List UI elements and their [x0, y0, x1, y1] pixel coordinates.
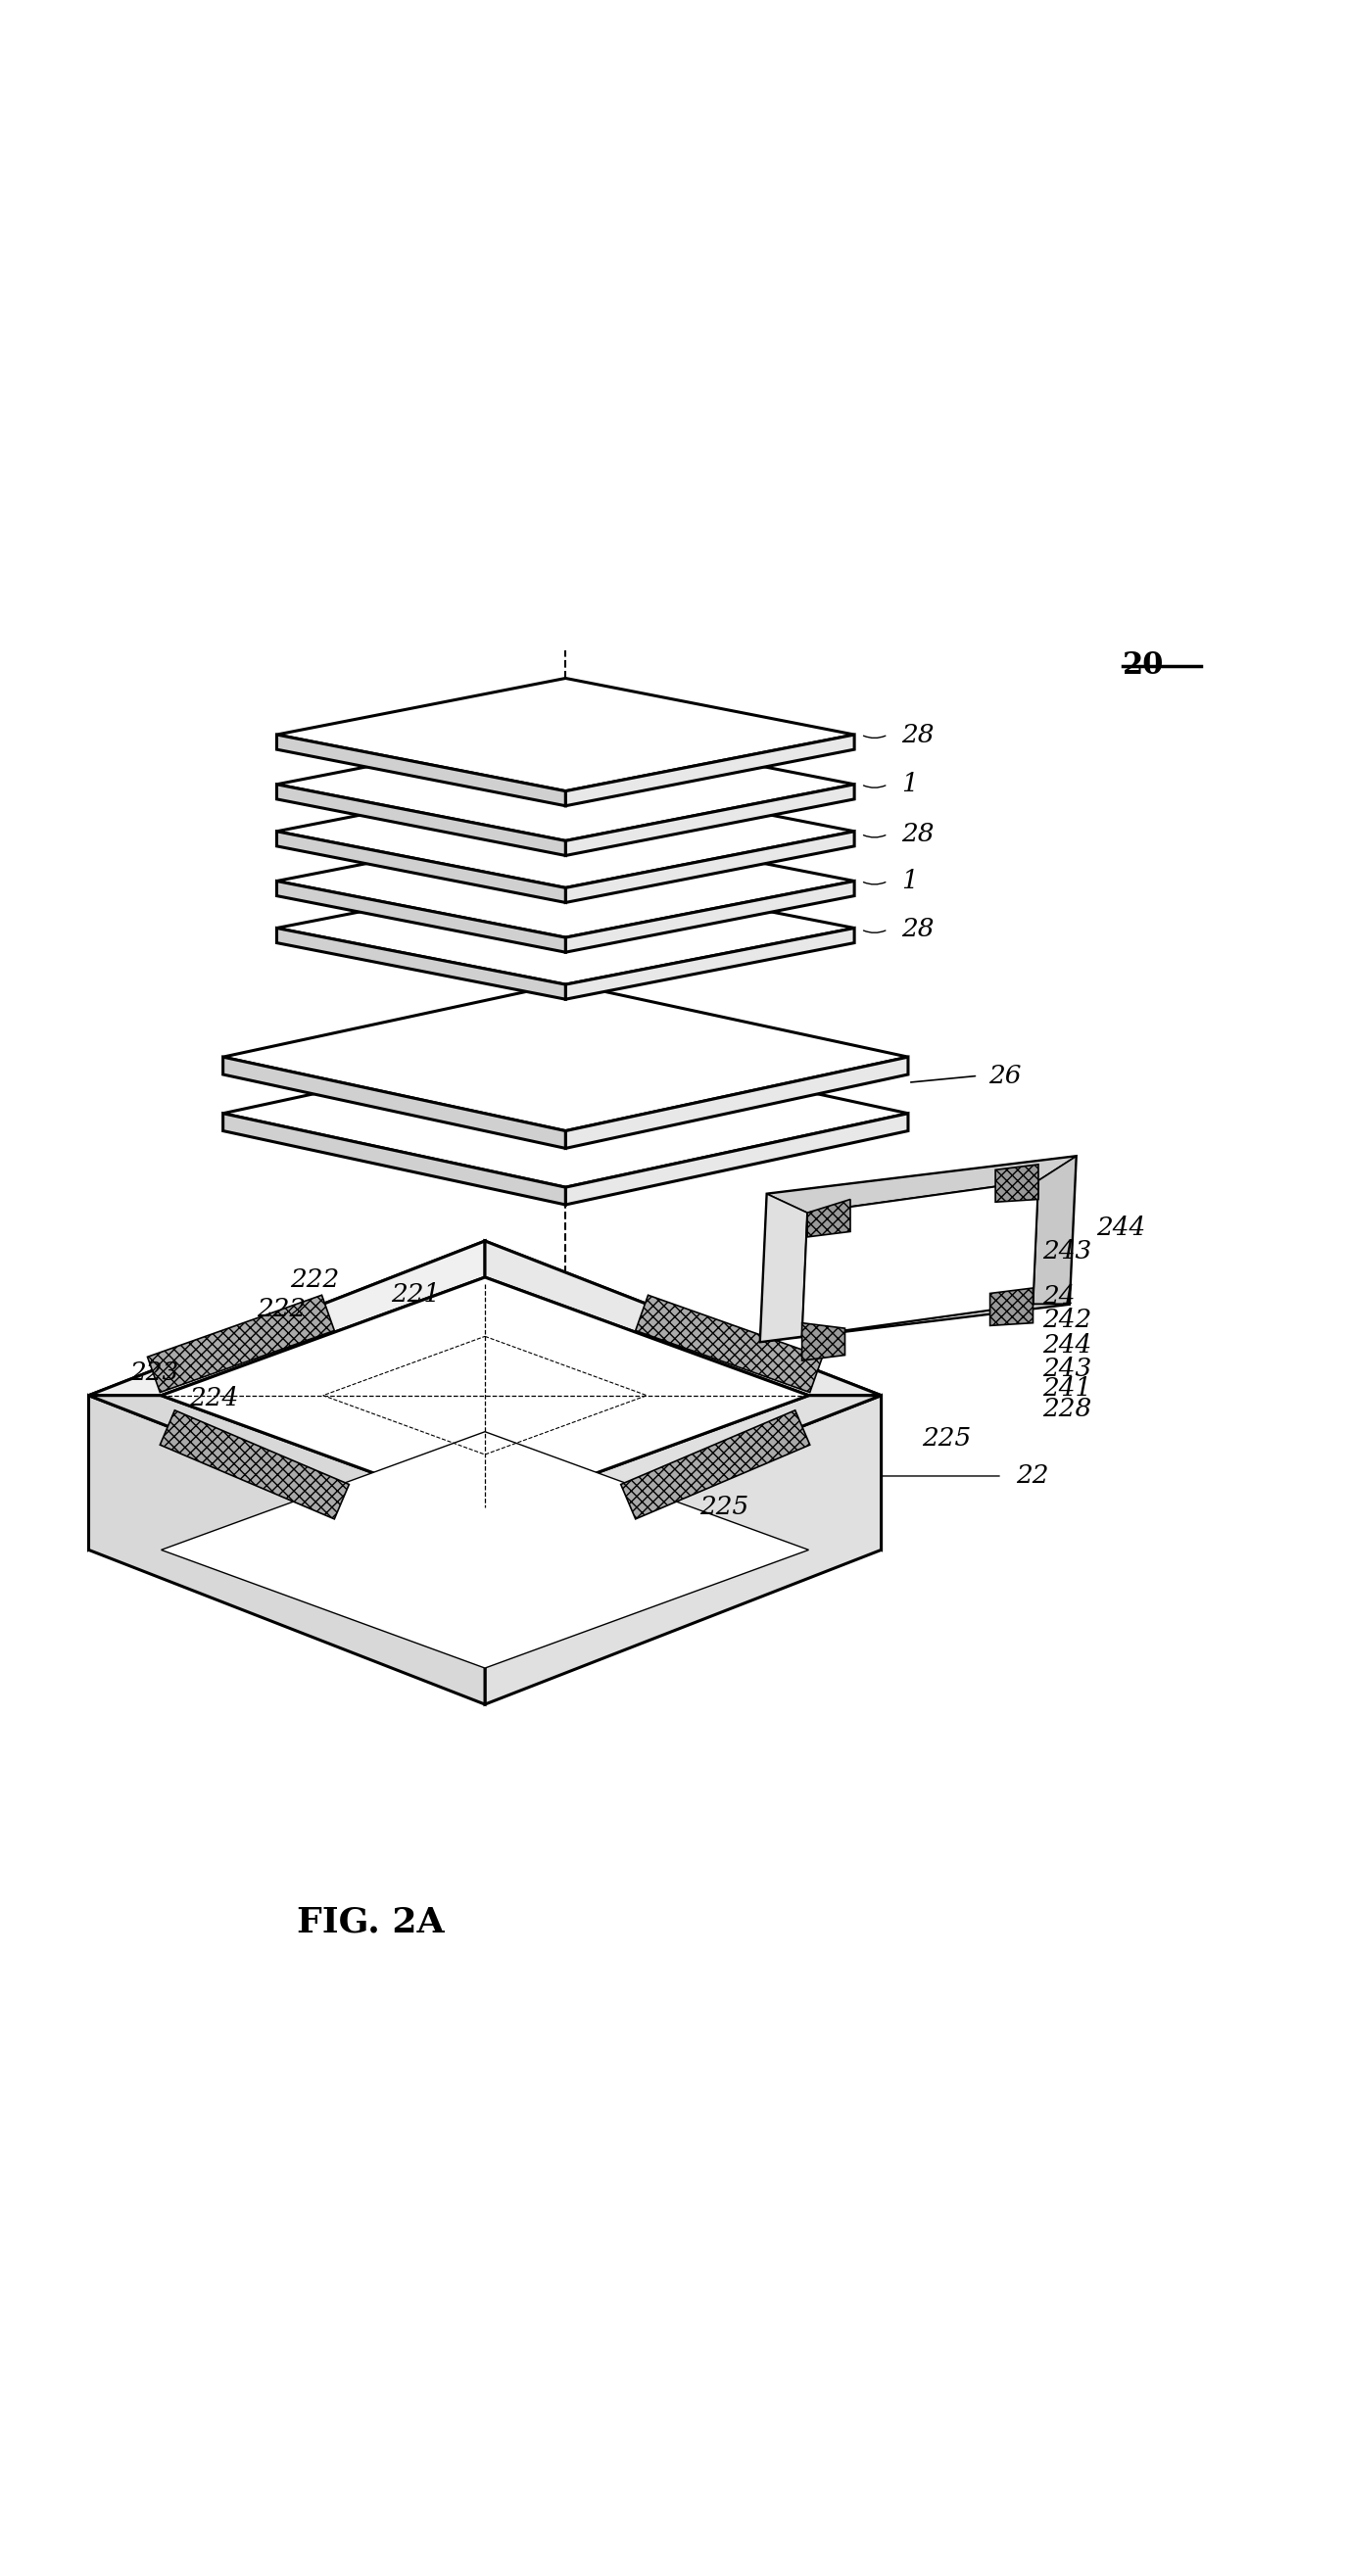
- Text: 28: 28: [902, 721, 934, 747]
- Text: 241: 241: [1042, 1376, 1092, 1401]
- Polygon shape: [89, 1396, 485, 1705]
- Polygon shape: [277, 783, 565, 855]
- Text: 224: 224: [190, 1386, 238, 1412]
- Text: 244: 244: [1096, 1216, 1145, 1239]
- Polygon shape: [160, 1409, 349, 1520]
- Text: 28: 28: [902, 822, 934, 848]
- Polygon shape: [277, 927, 565, 999]
- Polygon shape: [996, 1164, 1038, 1203]
- Text: 222: 222: [291, 1267, 339, 1293]
- Polygon shape: [485, 1242, 882, 1551]
- Text: 22: 22: [1015, 1463, 1049, 1489]
- Text: FIG. 2A: FIG. 2A: [297, 1906, 444, 1940]
- Text: 222: 222: [257, 1298, 306, 1321]
- Polygon shape: [277, 881, 565, 953]
- Polygon shape: [485, 1396, 882, 1551]
- Text: 242: 242: [1042, 1309, 1092, 1332]
- Text: 26: 26: [989, 1064, 1022, 1087]
- Polygon shape: [760, 1195, 808, 1342]
- Polygon shape: [635, 1296, 822, 1394]
- Text: 20: 20: [1123, 649, 1164, 680]
- Polygon shape: [277, 775, 855, 889]
- Polygon shape: [277, 677, 855, 791]
- Polygon shape: [485, 1396, 882, 1705]
- Polygon shape: [565, 734, 855, 806]
- Text: 225: 225: [922, 1427, 970, 1450]
- Text: 1: 1: [902, 773, 918, 796]
- Polygon shape: [148, 1296, 334, 1394]
- Polygon shape: [802, 1180, 1038, 1337]
- Polygon shape: [565, 832, 855, 902]
- Polygon shape: [162, 1278, 809, 1515]
- Polygon shape: [223, 1056, 565, 1149]
- Polygon shape: [485, 1242, 882, 1396]
- Polygon shape: [223, 984, 909, 1131]
- Polygon shape: [89, 1396, 485, 1551]
- Text: 228: 228: [1042, 1396, 1092, 1422]
- Text: 1: 1: [902, 868, 918, 894]
- Polygon shape: [89, 1242, 485, 1396]
- Polygon shape: [223, 1113, 565, 1206]
- Polygon shape: [89, 1242, 485, 1551]
- Polygon shape: [621, 1409, 810, 1520]
- Polygon shape: [565, 1113, 909, 1206]
- Text: 221: 221: [390, 1283, 440, 1306]
- Polygon shape: [162, 1432, 809, 1669]
- Text: 244: 244: [1042, 1334, 1092, 1358]
- Polygon shape: [767, 1157, 1075, 1213]
- Polygon shape: [808, 1200, 851, 1236]
- Polygon shape: [565, 783, 855, 855]
- Text: 223: 223: [129, 1360, 178, 1386]
- Text: 243: 243: [1042, 1358, 1092, 1381]
- Polygon shape: [565, 881, 855, 953]
- Polygon shape: [277, 871, 855, 984]
- Polygon shape: [277, 729, 855, 840]
- Polygon shape: [991, 1288, 1032, 1327]
- Polygon shape: [565, 1056, 909, 1149]
- Text: 225: 225: [700, 1494, 750, 1520]
- Text: 243: 243: [1042, 1239, 1092, 1265]
- Polygon shape: [760, 1303, 1069, 1342]
- Polygon shape: [277, 734, 565, 806]
- Polygon shape: [277, 824, 855, 938]
- Polygon shape: [223, 1041, 909, 1188]
- Text: 24: 24: [1042, 1283, 1075, 1309]
- Polygon shape: [760, 1157, 1075, 1342]
- Polygon shape: [802, 1324, 845, 1360]
- Polygon shape: [1032, 1157, 1075, 1303]
- Polygon shape: [565, 927, 855, 999]
- Polygon shape: [277, 832, 565, 902]
- Text: 28: 28: [902, 917, 934, 943]
